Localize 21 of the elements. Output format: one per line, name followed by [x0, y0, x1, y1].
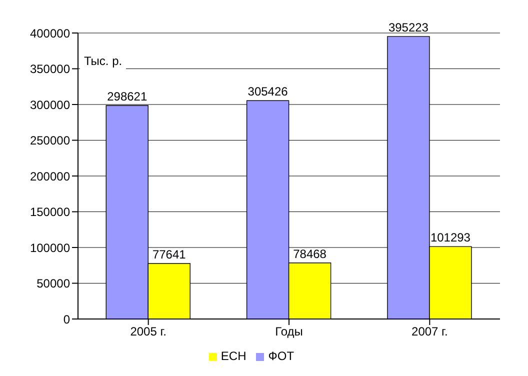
y-tick-label: 50000	[36, 276, 70, 291]
x-tick-label: Годы	[275, 324, 303, 339]
data-label: 298621	[107, 89, 148, 104]
y-tick-label: 300000	[30, 98, 70, 112]
y-axis-title: Тыс. р.	[80, 53, 126, 69]
y-tick-label: 400000	[30, 26, 70, 40]
data-label: 78468	[293, 246, 327, 261]
legend-label: ФОТ	[268, 349, 294, 363]
data-label: 101293	[430, 230, 471, 245]
y-tick-label: 150000	[30, 205, 70, 220]
x-tick-label: 2005 г.	[130, 324, 166, 339]
y-tick-label: 250000	[30, 134, 70, 148]
y-tick-label: 0	[63, 312, 70, 326]
legend-label: ЕСН	[220, 349, 246, 363]
y-tick-label: 100000	[30, 240, 70, 255]
x-tick-label: 2007 г.	[412, 324, 448, 339]
data-label: 305426	[248, 84, 288, 99]
data-label: 395223	[388, 20, 429, 34]
y-tick-label: 200000	[30, 169, 70, 184]
data-label: 77641	[152, 247, 186, 262]
y-tick-label: 350000	[30, 62, 70, 76]
